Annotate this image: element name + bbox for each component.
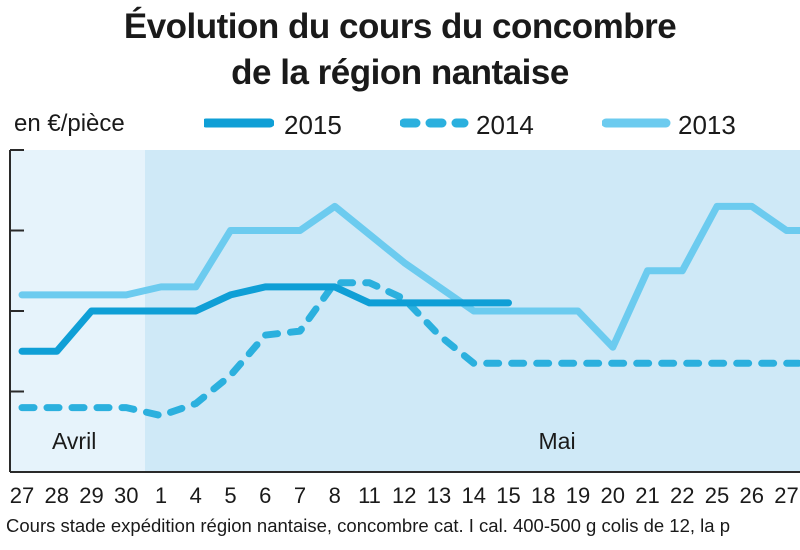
series-line-2013 xyxy=(18,202,800,351)
legend-label-2013: 2013 xyxy=(678,110,736,140)
legend-item-2015: 2015 xyxy=(204,106,354,140)
x-tick-label: 12 xyxy=(392,483,416,508)
chart-title-line-2: de la région nantaise xyxy=(231,53,569,92)
x-tick-label: 15 xyxy=(496,483,520,508)
series-line-2014 xyxy=(18,279,800,420)
chart-title-line-1: Évolution du cours du concombre xyxy=(123,7,677,46)
legend-swatch-2015 xyxy=(204,118,274,128)
legend-swatch-2014 xyxy=(400,118,469,128)
legend-label-2015: 2015 xyxy=(284,110,342,140)
legend-item-2013: 2013 xyxy=(602,106,752,140)
x-tick-label: 25 xyxy=(705,483,729,508)
footnote: Cours stade expédition région nantaise, … xyxy=(6,515,730,536)
chart-title: Évolution du cours du concombre de la ré… xyxy=(0,4,800,96)
x-tick-label: 19 xyxy=(566,483,590,508)
x-tick-label: 27 xyxy=(10,483,34,508)
x-tick-label: 22 xyxy=(670,483,694,508)
x-tick-label: 18 xyxy=(531,483,555,508)
series-line-2015 xyxy=(18,283,512,355)
x-tick-label: 29 xyxy=(79,483,103,508)
legend-item-2014: 2014 xyxy=(400,106,550,140)
x-tick-label: 7 xyxy=(294,483,306,508)
x-tick-label: 6 xyxy=(259,483,271,508)
x-tick-label: 21 xyxy=(635,483,659,508)
legend-swatch-2013 xyxy=(602,118,671,128)
x-tick-label: 28 xyxy=(45,483,69,508)
x-tick-label: 30 xyxy=(114,483,138,508)
x-tick-label: 14 xyxy=(462,483,486,508)
unit-label: en €/pièce xyxy=(14,110,125,137)
x-tick-label: 4 xyxy=(190,483,202,508)
month-label: Mai xyxy=(539,428,576,454)
month-label: Avril xyxy=(52,428,96,454)
x-tick-label: 20 xyxy=(601,483,625,508)
legend-label-2014: 2014 xyxy=(476,110,534,140)
x-tick-label: 8 xyxy=(329,483,341,508)
x-tick-label: 1 xyxy=(155,483,167,508)
x-tick-label: 13 xyxy=(427,483,451,508)
x-tick-label: 26 xyxy=(740,483,764,508)
x-tick-label: 11 xyxy=(358,483,381,508)
x-tick-label: 5 xyxy=(224,483,236,508)
x-tick-label: 27 xyxy=(774,483,798,508)
